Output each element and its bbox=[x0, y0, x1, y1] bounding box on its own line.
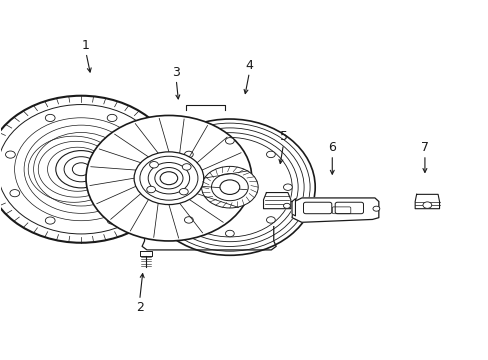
Text: 7: 7 bbox=[420, 141, 428, 154]
Circle shape bbox=[107, 217, 117, 224]
Circle shape bbox=[225, 230, 234, 237]
Circle shape bbox=[45, 217, 55, 224]
FancyBboxPatch shape bbox=[334, 202, 363, 214]
Circle shape bbox=[142, 142, 152, 149]
Circle shape bbox=[184, 217, 193, 223]
Circle shape bbox=[422, 202, 431, 208]
Text: 6: 6 bbox=[327, 141, 336, 154]
Circle shape bbox=[372, 206, 379, 211]
Ellipse shape bbox=[86, 116, 251, 241]
Circle shape bbox=[64, 157, 98, 182]
Ellipse shape bbox=[134, 152, 203, 204]
Text: 4: 4 bbox=[245, 59, 253, 72]
Circle shape bbox=[179, 188, 188, 195]
Circle shape bbox=[283, 184, 292, 190]
Circle shape bbox=[225, 138, 234, 144]
Polygon shape bbox=[140, 251, 152, 256]
Ellipse shape bbox=[144, 119, 315, 255]
Circle shape bbox=[266, 151, 275, 158]
Circle shape bbox=[5, 151, 15, 158]
Circle shape bbox=[146, 186, 155, 193]
Polygon shape bbox=[291, 199, 295, 216]
Circle shape bbox=[149, 162, 158, 168]
Circle shape bbox=[56, 150, 106, 188]
Circle shape bbox=[147, 180, 157, 188]
Polygon shape bbox=[291, 198, 378, 222]
Ellipse shape bbox=[148, 162, 189, 194]
Circle shape bbox=[167, 184, 176, 190]
Circle shape bbox=[160, 172, 177, 185]
Circle shape bbox=[266, 217, 275, 223]
Ellipse shape bbox=[0, 96, 176, 243]
Circle shape bbox=[184, 151, 193, 158]
Circle shape bbox=[45, 114, 55, 122]
Circle shape bbox=[182, 164, 191, 170]
Circle shape bbox=[72, 163, 90, 176]
Polygon shape bbox=[263, 193, 290, 209]
Text: 3: 3 bbox=[172, 66, 180, 79]
Text: 1: 1 bbox=[82, 39, 90, 52]
Polygon shape bbox=[414, 194, 439, 209]
Circle shape bbox=[220, 180, 239, 194]
Circle shape bbox=[10, 190, 20, 197]
FancyBboxPatch shape bbox=[303, 202, 331, 214]
Text: 2: 2 bbox=[136, 301, 143, 314]
Circle shape bbox=[283, 203, 290, 208]
Circle shape bbox=[201, 166, 258, 208]
Text: 5: 5 bbox=[279, 130, 287, 144]
Circle shape bbox=[107, 114, 117, 122]
